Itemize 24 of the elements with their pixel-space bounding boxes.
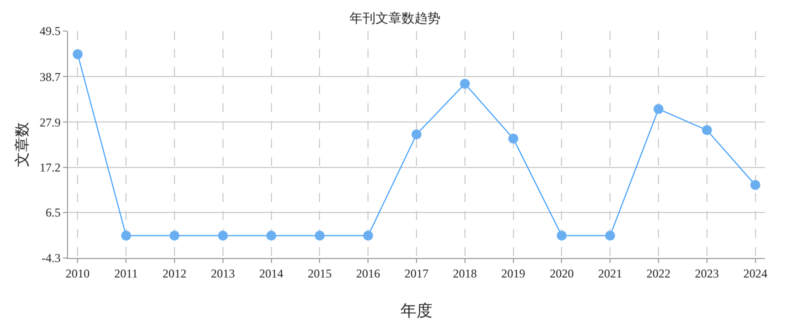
x-tick-label: 2016 <box>356 266 380 280</box>
y-tick-label: 6.5 <box>46 206 61 220</box>
x-tick-label: 2017 <box>404 266 428 280</box>
x-tick-label: 2020 <box>550 266 574 280</box>
x-tick-label: 2014 <box>259 266 284 280</box>
x-tick-label: 2022 <box>646 266 671 280</box>
y-axis-title: 文章数 <box>14 122 31 167</box>
x-tick-label: 2018 <box>452 266 477 280</box>
x-tick-label: 2012 <box>162 266 186 280</box>
x-tick-label: 2019 <box>501 266 526 280</box>
y-tick-label: -4.3 <box>42 251 61 266</box>
x-tick-label: 2010 <box>66 266 90 280</box>
x-tick-label: 2023 <box>694 266 719 280</box>
x-tick-label: 2024 <box>743 266 768 280</box>
y-tick-label: 38.7 <box>40 70 61 84</box>
x-tick-label: 2015 <box>308 266 332 280</box>
y-tick-label: 17.2 <box>40 160 61 174</box>
y-tick-label: 49.5 <box>40 24 61 38</box>
y-tick-label: 27.9 <box>40 115 61 130</box>
chart-title: 年刊文章数趋势 <box>350 10 440 26</box>
x-tick-label: 2011 <box>114 266 138 280</box>
x-tick-label: 2013 <box>210 266 235 280</box>
x-axis-title: 年度 <box>400 302 432 320</box>
x-tick-label: 2021 <box>598 266 622 280</box>
